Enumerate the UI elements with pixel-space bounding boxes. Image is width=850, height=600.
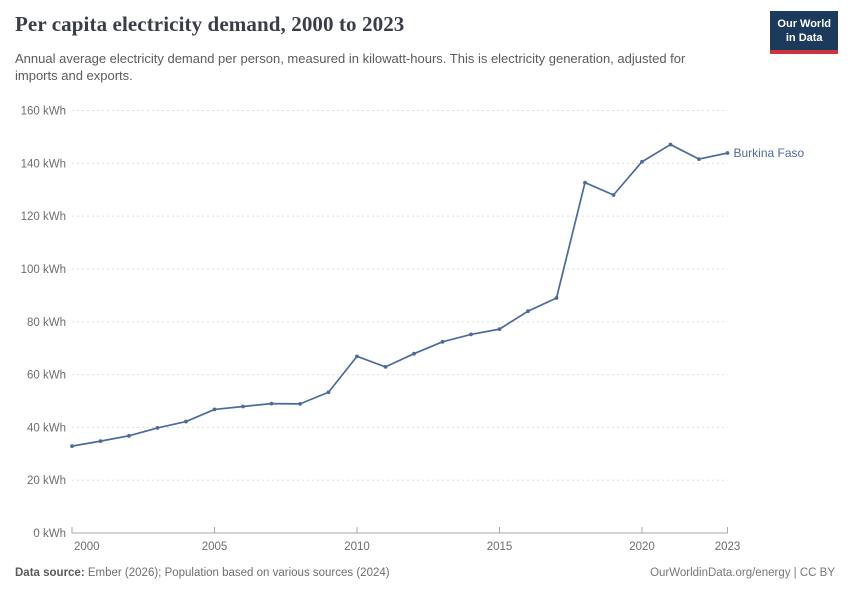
y-axis-tick-label: 140 kWh [21,158,66,170]
data-point [583,180,587,185]
x-axis-tick-label: 2015 [487,541,513,553]
credit-line: OurWorldinData.org/energy | CC BY [650,567,835,579]
data-point [440,339,445,344]
y-axis-tick-label: 20 kWh [27,475,66,487]
data-point [70,444,74,449]
x-axis-tick-label: 2000 [74,541,100,553]
data-point [127,433,131,438]
y-axis-tick-label: 160 kWh [21,106,66,118]
y-axis-tick-label: 120 kWh [21,211,66,223]
chart-subtitle: Annual average electricity demand per pe… [15,51,686,84]
data-point [241,404,245,409]
y-axis-tick-label: 80 kWh [27,317,66,329]
data-point [184,419,188,424]
owid-logo-line2: in Data [785,32,823,45]
x-axis-tick-label: 2005 [202,541,228,553]
data-point [640,159,644,164]
y-axis-tick-label: 0 kWh [33,528,66,540]
data-point [383,365,388,369]
data-line [71,143,729,447]
chart-footer: Data source: Ember (2026); Population ba… [15,567,835,579]
data-point [269,401,274,406]
data-point [668,142,673,147]
data-point [526,309,530,314]
data-point [98,439,103,444]
x-axis-tick-label: 2020 [629,541,655,553]
data-point [469,332,473,337]
data-point [212,407,217,412]
y-axis-tick-label: 40 kWh [27,422,66,434]
data-point [355,354,359,359]
data-point [497,327,502,332]
data-point [611,193,616,197]
data-source: Data source: Ember (2026); Population ba… [15,567,390,579]
owid-logo-line1: Our World [777,18,831,30]
data-point [298,401,302,406]
series-label: Burkina Faso [734,146,805,160]
owid-logo: Our World in Data [770,11,838,54]
data-point [412,351,416,356]
data-point [725,151,730,155]
data-point [697,157,701,161]
data-point [554,296,559,300]
data-source-label: Data source: [15,567,85,579]
data-point [326,390,331,395]
data-point [155,426,160,430]
data-source-value: Ember (2026); Population based on variou… [84,567,390,579]
x-axis-tick-label: 2010 [344,541,370,553]
page-title: Per capita electricity demand, 2000 to 2… [15,12,405,36]
y-axis-tick-label: 60 kWh [27,370,66,382]
x-axis-tick-label: 2023 [715,541,741,553]
y-axis-tick-label: 100 kWh [21,264,66,276]
